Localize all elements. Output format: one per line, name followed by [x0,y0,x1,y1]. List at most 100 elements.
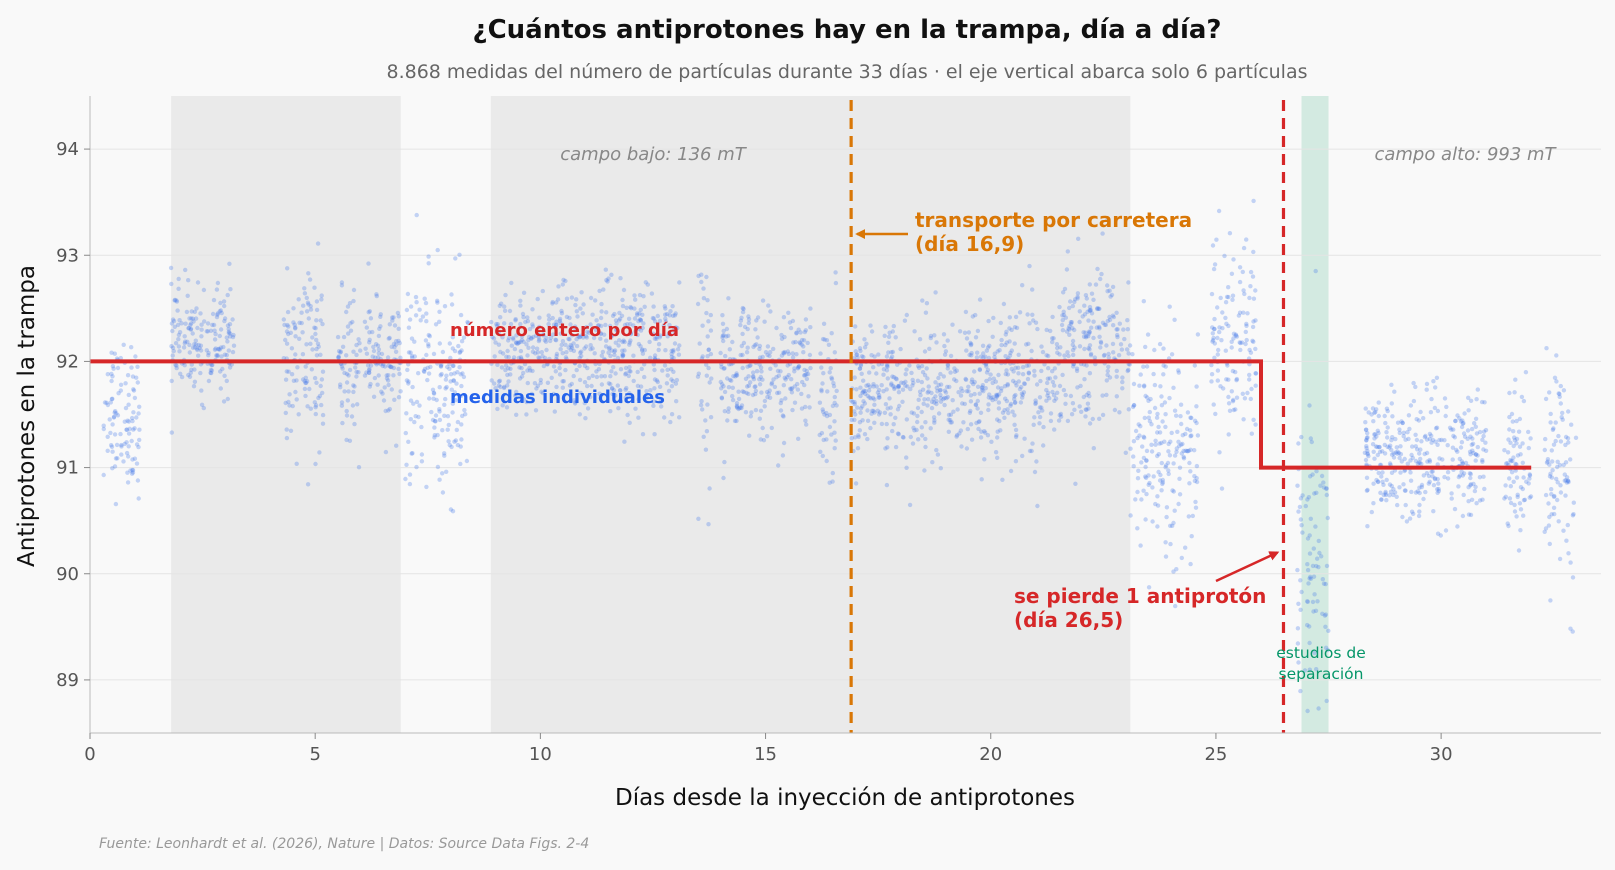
scatter-point [1141,488,1146,493]
scatter-point [531,334,536,340]
scatter-point [1430,437,1436,443]
scatter-point [508,321,514,327]
scatter-point [519,337,525,343]
scatter-point [1422,451,1427,457]
scatter-point [604,278,609,283]
scatter-point [459,437,464,442]
scatter-point [373,355,378,360]
scatter-point [1084,407,1089,412]
scatter-point [225,396,230,402]
scatter-point [1460,421,1466,426]
scatter-point [1391,455,1397,460]
scatter-point [903,372,908,377]
scatter-point [610,313,616,318]
scatter-point [1466,408,1471,413]
scatter-point [861,378,866,383]
scatter-point [588,394,593,400]
integer-step-polyline [90,359,1532,470]
scatter-point [821,321,827,326]
scatter-point [636,415,641,420]
scatter-point [406,379,411,384]
scatter-point [903,383,908,388]
scatter-point [1093,282,1099,287]
scatter-point [1250,324,1256,330]
scatter-point [367,367,372,372]
scatter-point [206,350,211,356]
scatter-point [1436,488,1442,494]
scatter-point [1307,551,1313,556]
scatter-point [186,325,192,331]
scatter-point [1457,473,1463,478]
scatter-point [1077,309,1083,314]
scatter-point [819,430,825,436]
scatter-point [872,410,877,415]
scatter-point [910,441,916,446]
scatter-point [854,352,859,357]
scatter-point [313,461,318,467]
scatter-point [126,402,131,407]
scatter-point [212,347,218,352]
scatter-point [1075,294,1080,299]
scatter-point [739,315,744,320]
scatter-point [1004,398,1010,404]
scatter-point [817,400,823,405]
scatter-point [998,320,1003,326]
scatter-point [1247,347,1252,353]
scatter-point [1226,285,1231,290]
scatter-point [316,344,321,349]
scatter-point [1248,350,1254,355]
scatter-point [1569,422,1574,427]
scatter-point [182,363,187,368]
scatter-point [169,378,174,384]
scatter-point [1454,447,1459,453]
scatter-point [1016,379,1021,384]
scatter-point [284,329,290,334]
y-tick-label: 92 [56,351,79,372]
scatter-point [1509,411,1515,417]
scatter-point [449,387,454,392]
scatter-point [110,449,115,454]
scatter-point [666,331,672,336]
scatter-point [876,395,881,400]
scatter-point [1161,346,1166,351]
scatter-point [1047,376,1053,381]
scatter-point [665,373,670,378]
low-field-label: campo bajo: 136 mT [560,144,747,165]
scatter-point [410,451,415,456]
scatter-point [542,355,548,361]
scatter-point [1086,331,1092,336]
scatter-point [931,396,936,402]
scatter-point [1131,454,1136,459]
scatter-point [426,261,431,266]
scatter-point [1365,487,1370,493]
scatter-point [896,385,901,390]
scatter-point [1067,327,1072,332]
scatter-point [1427,436,1433,442]
scatter-point [1212,326,1217,332]
scatter-point [192,342,197,347]
scatter-point [110,422,115,427]
scatter-point [978,435,984,440]
scatter-point [1395,502,1400,508]
scatter-point [598,336,603,341]
scatter-point [897,403,902,409]
scatter-point [862,432,868,437]
scatter-point [204,348,209,353]
scatter-point [358,348,363,353]
scatter-point [504,354,509,359]
scatter-point [767,353,772,359]
scatter-point [721,328,726,334]
scatter-point [1114,327,1119,332]
scatter-point [121,459,126,464]
scatter-point [1296,441,1301,446]
scatter-point [173,341,179,346]
scatter-point [751,344,756,350]
scatter-point [306,271,311,276]
scatter-point [996,400,1002,405]
scatter-point [550,301,555,306]
scatter-point [1314,563,1319,569]
scatter-point [860,390,865,395]
scatter-point [585,365,590,371]
scatter-point [743,376,749,381]
scatter-point [1508,440,1513,445]
